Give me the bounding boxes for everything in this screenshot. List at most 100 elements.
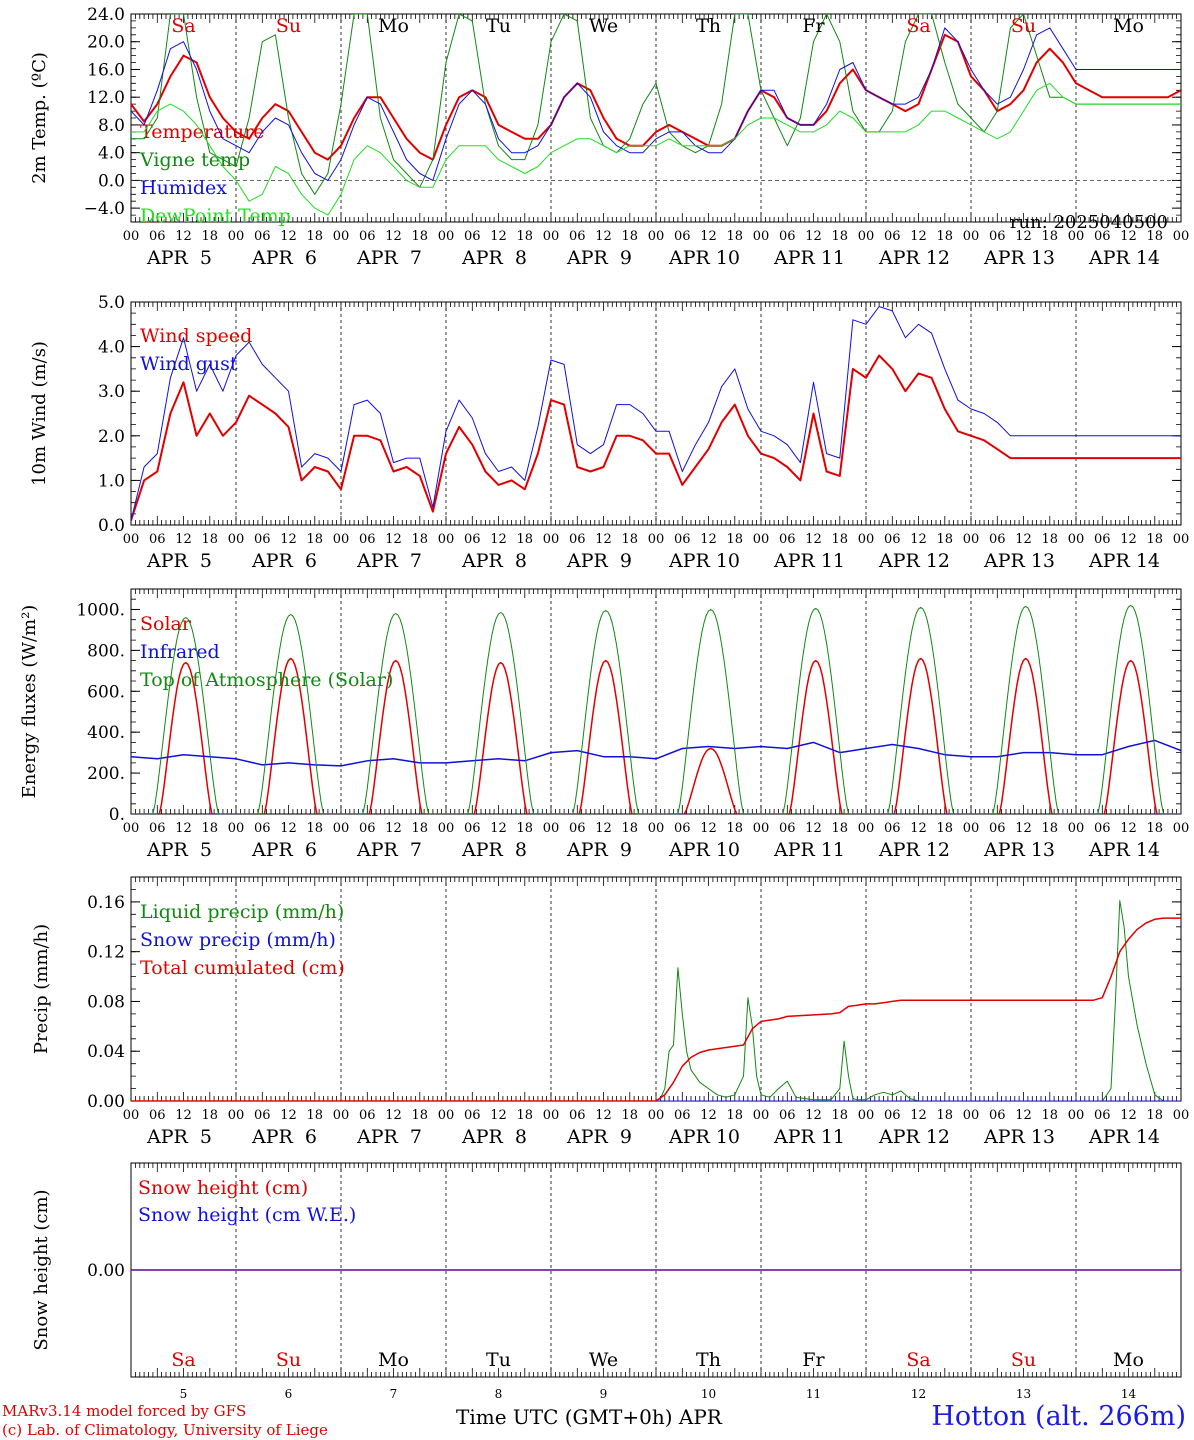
- legend-entry: Infrared: [140, 641, 220, 663]
- date-label: APR 11: [773, 550, 845, 572]
- weekday-label: Sa: [171, 15, 195, 37]
- weekday-label: Su: [276, 1349, 301, 1371]
- date-label: APR 5: [146, 550, 212, 572]
- day-number: 5: [180, 1387, 188, 1401]
- hour-tick-label: 00: [963, 229, 980, 244]
- hour-tick-label: 12: [175, 532, 192, 547]
- hour-tick-label: 00: [1068, 532, 1085, 547]
- hour-tick-label: 06: [149, 821, 166, 836]
- hour-tick-label: 12: [280, 821, 297, 836]
- hour-tick-label: 00: [228, 1108, 245, 1123]
- hour-tick-label: 00: [543, 229, 560, 244]
- hour-ticks: [130, 1163, 1182, 1377]
- weekday-label: Fr: [802, 15, 825, 37]
- hour-tick-label: 18: [411, 229, 428, 244]
- hour-tick-label: 00: [543, 532, 560, 547]
- date-label: APR 12: [878, 247, 950, 269]
- hour-tick-label: 18: [516, 1108, 533, 1123]
- y-axis-label: Snow height (cm): [31, 1189, 52, 1350]
- date-label: APR 7: [356, 839, 422, 861]
- series-line-humidex: [131, 27, 1181, 181]
- hour-tick-label: 00: [123, 532, 140, 547]
- y-tick-label: 400.: [87, 723, 125, 743]
- date-label: APR 12: [878, 839, 950, 861]
- legend-entry: Wind gust: [140, 353, 238, 375]
- hour-tick-label: 06: [1094, 229, 1111, 244]
- y-tick-label: 0.08: [87, 992, 125, 1012]
- hour-tick-label: 18: [411, 1108, 428, 1123]
- hour-tick-label: 06: [464, 821, 481, 836]
- date-label: APR 14: [1088, 839, 1160, 861]
- day-number: 11: [806, 1387, 821, 1401]
- weekday-label: Sa: [906, 1349, 930, 1371]
- hour-tick-label: 06: [989, 532, 1006, 547]
- hour-tick-label: 00: [333, 532, 350, 547]
- hour-tick-label: 00: [858, 532, 875, 547]
- hour-tick-label: 06: [149, 229, 166, 244]
- hour-tick-label: 00: [123, 229, 140, 244]
- hour-tick-label: 18: [1146, 532, 1163, 547]
- hour-tick-label: 18: [831, 229, 848, 244]
- hour-tick-label: 18: [201, 532, 218, 547]
- weekday-label: Mo: [1113, 1349, 1144, 1371]
- hour-tick-label: 18: [831, 532, 848, 547]
- date-label: APR 6: [251, 550, 317, 572]
- hour-tick-label: 12: [805, 229, 822, 244]
- y-tick-label: 1000.: [76, 600, 125, 620]
- y-axis-label: Energy fluxes (W/m²): [19, 605, 40, 799]
- hour-tick-label: 00: [753, 229, 770, 244]
- hour-tick-label: 12: [1015, 229, 1032, 244]
- legend-entry: Total cumulated (cm): [140, 957, 345, 979]
- y-tick-label: 2.0: [98, 427, 125, 447]
- y-tick-label: −4.0: [84, 199, 125, 219]
- date-label: APR 6: [251, 247, 317, 269]
- hour-tick-label: 00: [648, 821, 665, 836]
- y-tick-label: 0.04: [87, 1042, 125, 1062]
- hour-tick-label: 12: [385, 532, 402, 547]
- hour-tick-label: 00: [1068, 821, 1085, 836]
- date-label: APR 7: [356, 247, 422, 269]
- hour-tick-label: 00: [228, 821, 245, 836]
- weekday-label: We: [589, 15, 618, 37]
- hour-tick-label: 06: [1094, 1108, 1111, 1123]
- day-number: 9: [600, 1387, 608, 1401]
- hour-tick-label: 18: [306, 532, 323, 547]
- weekday-label: We: [589, 1349, 618, 1371]
- hour-tick-label: 12: [490, 229, 507, 244]
- hour-tick-label: 18: [516, 821, 533, 836]
- hour-tick-label: 06: [254, 1108, 271, 1123]
- legend-entry: Snow height (cm W.E.): [138, 1204, 356, 1226]
- hour-tick-label: 00: [333, 1108, 350, 1123]
- hour-tick-label: 06: [1094, 821, 1111, 836]
- hour-tick-label: 00: [963, 1108, 980, 1123]
- hour-tick-label: 06: [569, 821, 586, 836]
- hour-tick-label: 06: [989, 1108, 1006, 1123]
- hour-tick-label: 06: [464, 532, 481, 547]
- date-label: APR 11: [773, 247, 845, 269]
- hour-tick-label: 12: [1120, 1108, 1137, 1123]
- weekday-label: Su: [276, 15, 301, 37]
- hour-tick-label: 06: [779, 821, 796, 836]
- hour-tick-label: 00: [1173, 532, 1190, 547]
- hour-tick-label: 06: [674, 229, 691, 244]
- hour-tick-label: 12: [1015, 1108, 1032, 1123]
- site-name: Hotton (alt. 266m): [931, 1401, 1186, 1432]
- y-minor-ticks: [131, 13, 1181, 223]
- hour-tick-label: 18: [1041, 821, 1058, 836]
- hour-tick-label: 12: [1120, 532, 1137, 547]
- hour-tick-label: 18: [936, 229, 953, 244]
- date-label: APR 10: [668, 247, 740, 269]
- hour-tick-label: 12: [805, 821, 822, 836]
- hour-tick-label: 00: [543, 1108, 560, 1123]
- hour-tick-label: 12: [280, 229, 297, 244]
- date-label: APR 9: [566, 247, 632, 269]
- hour-tick-label: 00: [1173, 229, 1190, 244]
- hour-tick-label: 00: [333, 229, 350, 244]
- date-label: APR 5: [146, 247, 212, 269]
- hour-tick-label: 12: [175, 821, 192, 836]
- y-tick-label: 0.00: [87, 1092, 125, 1112]
- y-tick-label: 1.0: [98, 471, 125, 491]
- plot-frame: [130, 588, 1182, 815]
- hour-tick-label: 12: [280, 1108, 297, 1123]
- weekday-label: Sa: [171, 1349, 195, 1371]
